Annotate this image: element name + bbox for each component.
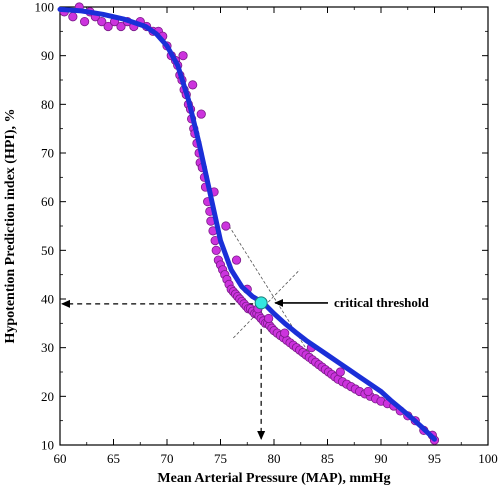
y-tick-label: 70 [41,146,54,161]
data-point [188,80,198,90]
y-tick-label: 20 [41,389,54,404]
data-point [280,328,290,338]
x-tick-label: 100 [478,451,498,466]
data-point [97,17,107,27]
data-point [335,367,345,377]
y-axis-ticks: 10 20 30 40 50 60 70 80 90 100 [35,0,488,453]
y-tick-label: 100 [35,0,55,15]
data-point [80,17,90,27]
x-tick-label: 75 [214,451,227,466]
data-point [363,386,373,397]
data-point [211,245,221,255]
x-tick-label: 95 [428,451,441,466]
y-tick-label: 10 [41,438,54,453]
x-tick-label: 70 [161,451,174,466]
annotations: critical threshold [254,295,429,310]
x-tick-label: 65 [107,451,120,466]
x-tick-label: 80 [268,451,281,466]
plot-area [59,6,489,446]
x-axis-ticks: 60 65 70 75 80 85 90 95 100 [54,7,498,466]
x-axis-title: Mean Arterial Pressure (MAP), mmHg [157,471,390,486]
y-tick-label: 50 [41,243,54,258]
fit-curve-layer [57,6,437,442]
data-point [221,221,231,231]
x-tick-label: 60 [54,451,67,466]
data-point [116,21,126,32]
threshold-marker [254,296,268,310]
y-tick-label: 30 [41,340,54,355]
x-tick-label: 90 [375,451,388,466]
y-tick-label: 80 [41,97,54,112]
fit-curve [57,6,437,442]
x-tick-label: 85 [321,451,334,466]
threshold-label: critical threshold [334,295,429,310]
data-point [68,12,78,22]
data-point [264,313,274,324]
tangent-line [228,225,315,363]
data-point [103,21,113,32]
data-point [196,109,206,119]
y-tick-label: 40 [41,292,54,307]
y-axis-title: Hypotention Prediction index (HPI), % [3,108,18,343]
data-point [178,51,188,61]
y-tick-label: 60 [41,194,54,209]
y-tick-label: 90 [41,48,54,63]
data-point [231,255,242,265]
